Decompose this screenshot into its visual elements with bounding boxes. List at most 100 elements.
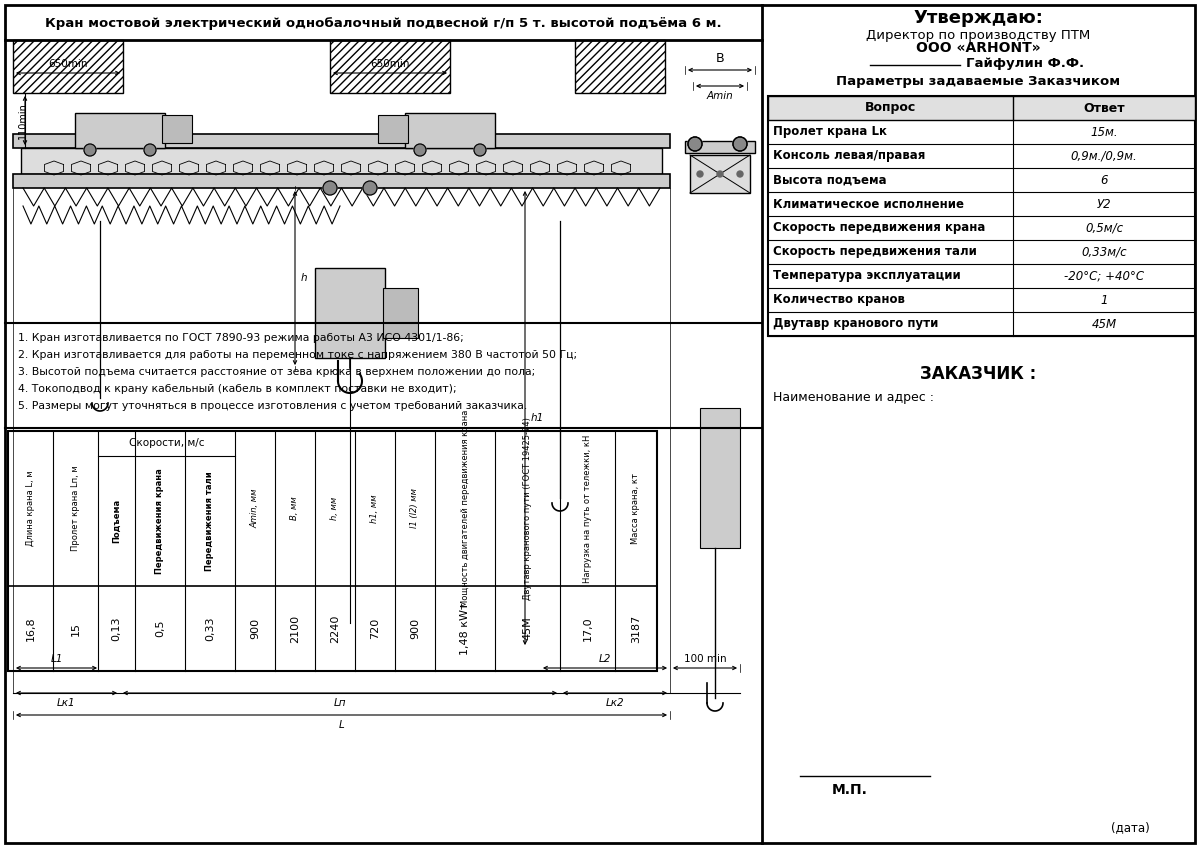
Text: 6: 6 (1100, 174, 1108, 187)
Text: -20°С; +40°С: -20°С; +40°С (1064, 270, 1144, 282)
Text: 15: 15 (71, 622, 80, 635)
Text: 1. Кран изготавливается по ГОСТ 7890-93 режима работы А3 ИСО 4301/1-86;: 1. Кран изготавливается по ГОСТ 7890-93 … (18, 333, 463, 343)
Text: 650min: 650min (371, 59, 409, 69)
Bar (768, 96, 1195, 336)
Circle shape (697, 171, 703, 177)
Text: 5. Размеры могут уточняться в процессе изготовления с учетом требований заказчик: 5. Размеры могут уточняться в процессе и… (18, 401, 527, 411)
Bar (13, 40, 124, 93)
Text: Скорость передвижения тали: Скорость передвижения тали (773, 246, 977, 259)
Text: 2240: 2240 (330, 614, 340, 643)
Text: l1 (l2) мм: l1 (l2) мм (410, 488, 420, 528)
Text: 0,5: 0,5 (155, 620, 166, 637)
Circle shape (733, 137, 746, 151)
Text: Консоль левая/правая: Консоль левая/правая (773, 149, 925, 163)
Text: Директор по производству ПТМ: Директор по производству ПТМ (866, 29, 1090, 42)
Circle shape (323, 181, 337, 195)
Text: 15м.: 15м. (1090, 126, 1118, 138)
Text: L1: L1 (50, 654, 62, 664)
Text: 3187: 3187 (631, 614, 641, 643)
Text: 100 min: 100 min (684, 654, 726, 664)
Text: 0,13: 0,13 (112, 616, 121, 641)
Text: Параметры задаваемые Заказчиком: Параметры задаваемые Заказчиком (836, 75, 1120, 87)
Text: Ответ: Ответ (1084, 102, 1124, 114)
Bar (74, 113, 166, 148)
Bar (575, 40, 665, 93)
Text: Температура эксплуатации: Температура эксплуатации (773, 270, 961, 282)
Bar (690, 155, 750, 193)
Circle shape (737, 171, 743, 177)
Text: Двутавр кранового пути: Двутавр кранового пути (773, 317, 938, 331)
Circle shape (718, 171, 722, 177)
Bar (13, 40, 124, 93)
Text: 1,48 кWт: 1,48 кWт (460, 602, 470, 655)
Text: 0,33м/с: 0,33м/с (1081, 246, 1127, 259)
Text: 720: 720 (370, 618, 380, 639)
Text: Скорости, м/с: Скорости, м/с (128, 438, 204, 449)
Text: Гайфулин Ф.Ф.: Гайфулин Ф.Ф. (966, 57, 1084, 70)
Text: Двутавр кранового пути (ГОСТ 19425-74): Двутавр кранового пути (ГОСТ 19425-74) (523, 417, 532, 600)
Text: h1, мм: h1, мм (371, 494, 379, 523)
Text: 45М: 45М (1092, 317, 1116, 331)
Circle shape (144, 144, 156, 156)
Text: Скорость передвижения крана: Скорость передвижения крана (773, 221, 985, 235)
Text: Amin, мм: Amin, мм (251, 488, 259, 528)
Text: Утверждаю:: Утверждаю: (913, 9, 1043, 27)
Bar (383, 288, 418, 338)
Bar (406, 113, 496, 148)
Bar (575, 40, 665, 93)
Text: B, мм: B, мм (290, 497, 300, 521)
Text: Вопрос: Вопрос (865, 102, 916, 114)
Text: 45М: 45М (522, 616, 533, 640)
Text: ООО «ARHONT»: ООО «ARHONT» (916, 41, 1040, 55)
Text: h, мм: h, мм (330, 497, 340, 520)
Bar (13, 134, 670, 148)
Text: ЗАКАЗЧИК :: ЗАКАЗЧИК : (920, 365, 1036, 383)
Text: (дата): (дата) (1111, 822, 1150, 834)
Text: Пролет крана Lк: Пролет крана Lк (773, 126, 887, 138)
Bar (342, 523, 358, 623)
Text: L: L (338, 720, 344, 730)
Bar (330, 40, 450, 93)
Text: 0,9м./0,9м.: 0,9м./0,9м. (1070, 149, 1138, 163)
Circle shape (688, 137, 702, 151)
Text: Lк1: Lк1 (58, 698, 76, 708)
Bar (700, 408, 740, 548)
Text: Климатическое исполнение: Климатическое исполнение (773, 198, 964, 210)
Circle shape (688, 137, 702, 151)
Text: 900: 900 (410, 618, 420, 639)
Text: М.П.: М.П. (832, 783, 868, 797)
Text: 3. Высотой подъема считается расстояние от зева крюка в верхнем положении до пол: 3. Высотой подъема считается расстояние … (18, 367, 535, 377)
Text: 0,33: 0,33 (205, 616, 215, 641)
Text: 16,8: 16,8 (25, 616, 36, 641)
Text: 110min: 110min (18, 102, 28, 139)
Bar (768, 96, 1195, 120)
Text: У2: У2 (1097, 198, 1111, 210)
Text: Lп: Lп (334, 698, 347, 708)
Text: Amin: Amin (707, 91, 733, 101)
Bar (314, 268, 385, 358)
Circle shape (414, 144, 426, 156)
Text: 0,5м/с: 0,5м/с (1085, 221, 1123, 235)
Text: B: B (715, 52, 725, 64)
Bar (162, 115, 192, 143)
Text: Нагрузка на путь от тележки, кН: Нагрузка на путь от тележки, кН (583, 434, 592, 583)
Text: Пролет крана Lп, м: Пролет крана Lп, м (71, 466, 80, 551)
Text: 2. Кран изготавливается для работы на переменном токе с напряжением 380 В частот: 2. Кран изготавливается для работы на пе… (18, 350, 577, 360)
Text: h1: h1 (530, 413, 545, 423)
Text: Мощность двигателей передвижения крана: Мощность двигателей передвижения крана (461, 410, 469, 607)
Text: Масса крана, кт: Масса крана, кт (631, 473, 641, 544)
Text: Наименование и адрес :: Наименование и адрес : (773, 392, 934, 404)
Bar (8, 431, 658, 671)
Text: 4. Токоподвод к крану кабельный (кабель в комплект поставки не входит);: 4. Токоподвод к крану кабельный (кабель … (18, 384, 457, 394)
Text: Кран мостовой электрический однобалочный подвесной г/п 5 т. высотой подъёма 6 м.: Кран мостовой электрический однобалочный… (44, 16, 721, 30)
Text: Высота подъема: Высота подъема (773, 174, 887, 187)
Text: Количество кранов: Количество кранов (773, 293, 905, 306)
Circle shape (84, 144, 96, 156)
Text: L2: L2 (599, 654, 611, 664)
Circle shape (733, 137, 746, 151)
Text: 650min: 650min (48, 59, 88, 69)
Bar (13, 174, 670, 188)
Circle shape (474, 144, 486, 156)
Text: Lк2: Lк2 (606, 698, 624, 708)
Bar (685, 141, 755, 153)
